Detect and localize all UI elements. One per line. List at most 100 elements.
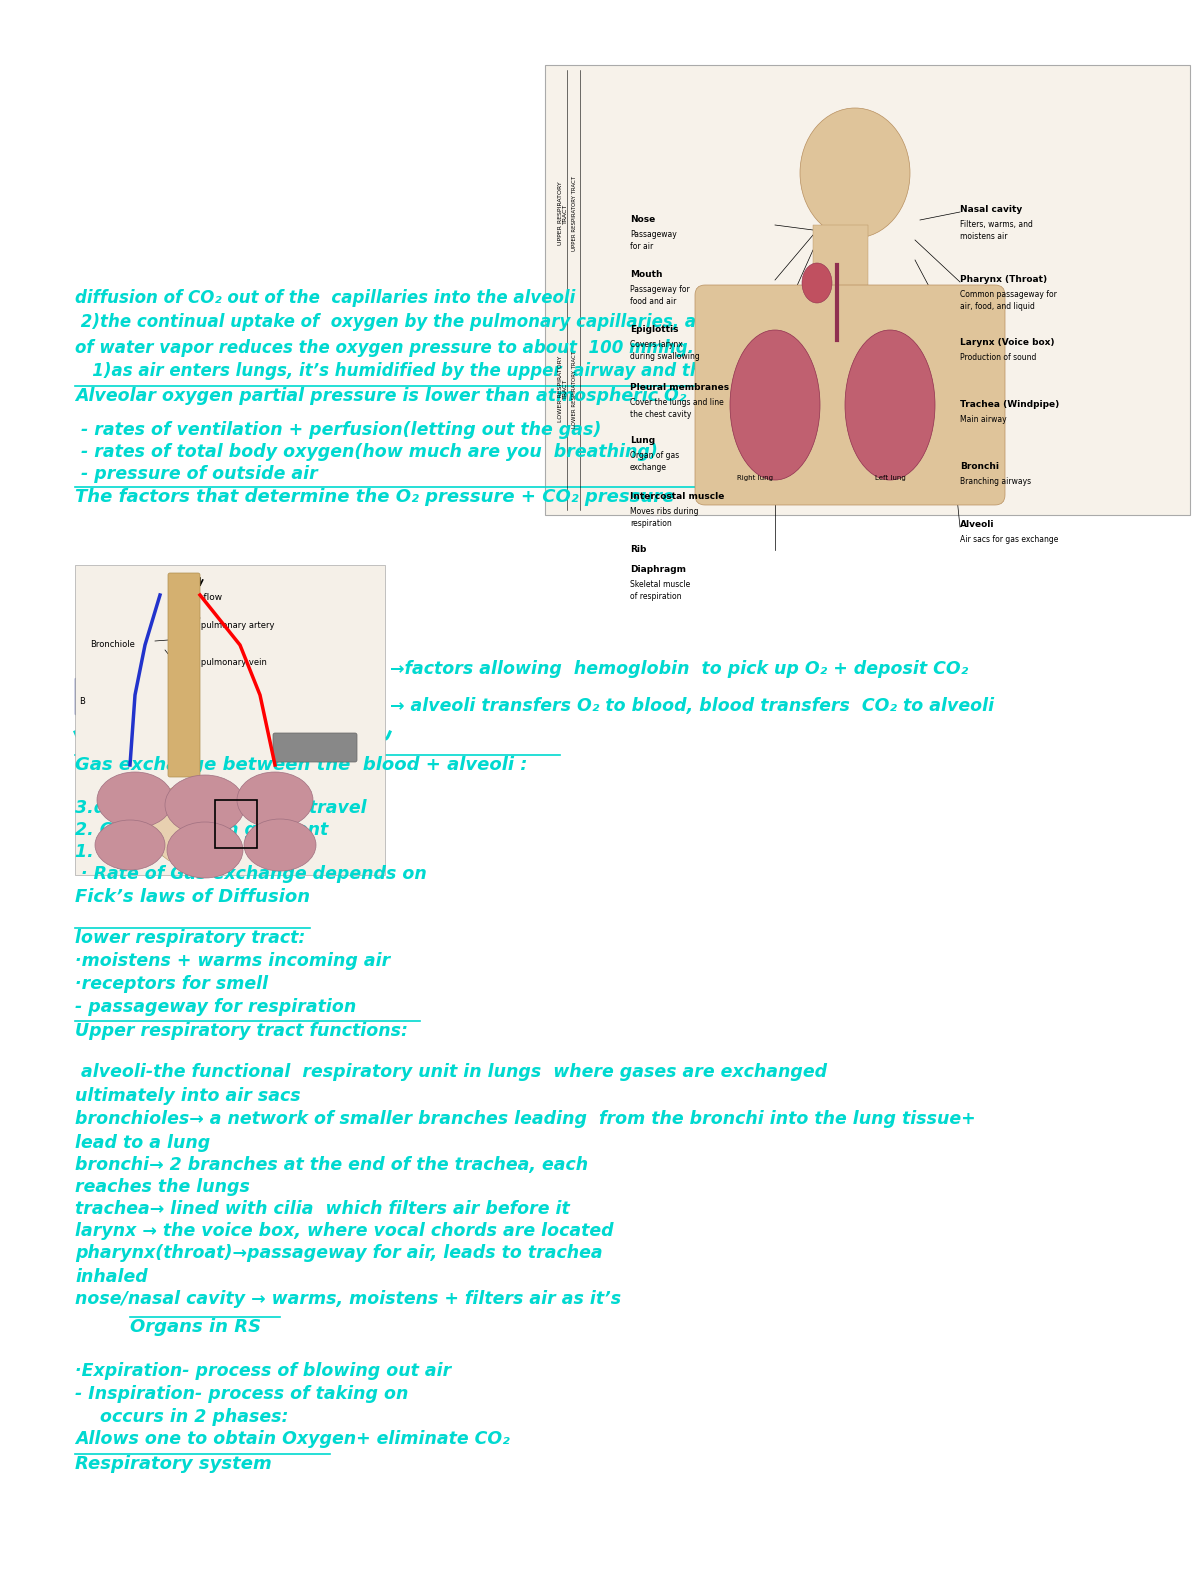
Ellipse shape	[97, 771, 173, 828]
Text: exchange: exchange	[630, 463, 667, 471]
Text: Air sacs for gas exchange: Air sacs for gas exchange	[960, 536, 1058, 544]
Text: - rates of total body oxygen(how much are you  breathing): - rates of total body oxygen(how much ar…	[74, 443, 658, 460]
Text: LOWER RESPIRATORY TRACT: LOWER RESPIRATORY TRACT	[572, 350, 577, 427]
Ellipse shape	[95, 820, 166, 870]
Text: Alveolar oxygen partial pressure is lower than atmospheric O₂: Alveolar oxygen partial pressure is lowe…	[74, 386, 686, 405]
Text: of respiration: of respiration	[630, 592, 682, 602]
Text: of water vapor reduces the oxygen pressure to about  100 mmhg.: of water vapor reduces the oxygen pressu…	[74, 339, 694, 357]
Text: the chest cavity: the chest cavity	[630, 410, 691, 419]
Text: inhaled: inhaled	[74, 1268, 148, 1287]
Ellipse shape	[730, 330, 820, 481]
Text: during swallowing: during swallowing	[630, 352, 700, 361]
Text: food and air: food and air	[630, 297, 677, 306]
Text: Production of sound: Production of sound	[960, 353, 1037, 361]
Text: Passageway for: Passageway for	[630, 284, 690, 294]
Text: trachea→ lined with cilia  which filters air before it: trachea→ lined with cilia which filters …	[74, 1200, 570, 1218]
Text: LOWER RESPIRATORY
TRACT: LOWER RESPIRATORY TRACT	[558, 355, 569, 423]
Text: Lung: Lung	[630, 437, 655, 445]
Text: → alveoli transfers O₂ to blood, blood transfers  CO₂ to alveoli: → alveoli transfers O₂ to blood, blood t…	[390, 698, 994, 715]
Text: (a): (a)	[115, 858, 131, 869]
Text: for air: for air	[630, 242, 653, 251]
Text: UPPER RESPIRATORY TRACT: UPPER RESPIRATORY TRACT	[572, 176, 577, 251]
Text: Fick’s laws of Diffusion: Fick’s laws of Diffusion	[74, 888, 310, 906]
Text: ·moistens + warms incoming air: ·moistens + warms incoming air	[74, 952, 390, 969]
Text: Alveoli: Alveoli	[960, 520, 995, 529]
Bar	[215, 800, 257, 848]
Text: Gas exchange between the  blood + alveoli :: Gas exchange between the blood + alveoli…	[74, 756, 528, 775]
FancyBboxPatch shape	[274, 734, 358, 762]
Text: ·Expiration- process of blowing out air: ·Expiration- process of blowing out air	[74, 1362, 451, 1379]
Text: Allows one to obtain Oxygen+ eliminate CO₂: Allows one to obtain Oxygen+ eliminate C…	[74, 1430, 510, 1448]
Bar	[814, 225, 868, 305]
Text: respiration: respiration	[630, 518, 672, 528]
Ellipse shape	[800, 108, 910, 237]
Text: The factors that determine the O₂ pressure + CO₂ pressure: The factors that determine the O₂ pressu…	[74, 489, 674, 506]
FancyBboxPatch shape	[695, 284, 1006, 504]
Text: lower respiratory tract:: lower respiratory tract:	[74, 928, 305, 947]
Text: Nasal cavity: Nasal cavity	[960, 204, 1022, 214]
Text: Branching airways: Branching airways	[960, 478, 1031, 485]
Text: 1. surface area: 1. surface area	[74, 844, 222, 861]
Text: Larynx (Voice box): Larynx (Voice box)	[960, 338, 1055, 347]
Ellipse shape	[167, 822, 242, 878]
Text: pharynx(throat)→passageway for air, leads to trachea: pharynx(throat)→passageway for air, lead…	[74, 1244, 602, 1262]
Text: Organ of gas: Organ of gas	[630, 451, 679, 460]
Text: - Inspiration- process of taking on: - Inspiration- process of taking on	[74, 1386, 408, 1403]
Text: Cover the lungs and line: Cover the lungs and line	[630, 397, 724, 407]
Text: Pharynx (Throat): Pharynx (Throat)	[960, 275, 1048, 284]
Text: reaches the lungs: reaches the lungs	[74, 1178, 250, 1196]
Text: →factors allowing  hemoglobin  to pick up O₂ + deposit CO₂: →factors allowing hemoglobin to pick up …	[390, 660, 968, 679]
Text: occurs in 2 phases:: occurs in 2 phases:	[100, 1408, 288, 1426]
Text: alveoli-the functional  respiratory unit in lungs  where gases are exchanged: alveoli-the functional respiratory unit …	[74, 1064, 827, 1081]
Text: diffusion of CO₂ out of the  capillaries into the alveoli: diffusion of CO₂ out of the capillaries …	[74, 289, 575, 306]
Text: 2)the continual uptake of  oxygen by the pulmonary capillaries, and the continua: 2)the continual uptake of oxygen by the …	[74, 313, 850, 331]
Ellipse shape	[238, 771, 313, 828]
Text: air, food, and liquid: air, food, and liquid	[960, 302, 1034, 311]
FancyBboxPatch shape	[168, 573, 200, 778]
Text: UPPER RESPIRATORY
TRACT: UPPER RESPIRATORY TRACT	[558, 182, 569, 245]
Text: - pressure of outside air: - pressure of outside air	[74, 465, 318, 482]
Text: lead to a lung: lead to a lung	[74, 1134, 210, 1152]
Text: · Rate of Gas exchange depends on: · Rate of Gas exchange depends on	[74, 866, 427, 883]
Bar	[94, 679, 107, 713]
Text: Small pulmonary vein: Small pulmonary vein	[175, 658, 266, 668]
Text: bronchioles→ a network of smaller branches leading  from the bronchi into the lu: bronchioles→ a network of smaller branch…	[74, 1111, 976, 1128]
Text: Mouth: Mouth	[630, 270, 662, 280]
Ellipse shape	[244, 818, 316, 870]
Text: ultimately into air sacs: ultimately into air sacs	[74, 1087, 301, 1104]
Text: B: B	[79, 698, 85, 705]
Text: Epiglottis: Epiglottis	[630, 325, 678, 335]
Text: moistens air: moistens air	[960, 233, 1008, 240]
Text: Diaphragm: Diaphragm	[630, 566, 686, 573]
Ellipse shape	[802, 262, 832, 303]
Text: 3.distance the air must travel: 3.distance the air must travel	[74, 800, 367, 817]
Text: Bronchi: Bronchi	[960, 462, 998, 471]
Text: Intercostal muscle: Intercostal muscle	[630, 492, 725, 501]
Bar	[545, 64, 1190, 515]
Text: Upper respiratory tract functions:: Upper respiratory tract functions:	[74, 1023, 408, 1040]
Text: Nose: Nose	[630, 215, 655, 225]
Text: ·receptors for smell: ·receptors for smell	[74, 976, 268, 993]
Text: larynx → the voice box, where vocal chords are located: larynx → the voice box, where vocal chor…	[74, 1222, 613, 1240]
Text: - rates of ventilation + perfusion(letting out the gas): - rates of ventilation + perfusion(letti…	[74, 421, 601, 438]
Text: Pleural membranes: Pleural membranes	[630, 383, 730, 393]
Text: - passageway for respiration: - passageway for respiration	[74, 998, 356, 1016]
Text: Respiratory system: Respiratory system	[74, 1455, 271, 1474]
Text: Blood flow: Blood flow	[175, 592, 222, 602]
Text: 2. Concentration gradient: 2. Concentration gradient	[74, 822, 329, 839]
Text: bronchi→ 2 branches at the end of the trachea, each: bronchi→ 2 branches at the end of the tr…	[74, 1156, 588, 1174]
Ellipse shape	[150, 786, 220, 866]
Text: Filters, warms, and: Filters, warms, and	[960, 220, 1033, 229]
Bar	[74, 566, 385, 875]
Text: Passageway: Passageway	[630, 229, 677, 239]
Text: Main airway: Main airway	[960, 415, 1007, 424]
Text: nose/nasal cavity → warms, moistens + filters air as it’s: nose/nasal cavity → warms, moistens + fi…	[74, 1290, 622, 1309]
Text: Moves ribs during: Moves ribs during	[630, 507, 698, 515]
Ellipse shape	[166, 775, 245, 836]
Text: Bronchiole: Bronchiole	[90, 639, 134, 649]
Bar	[74, 679, 89, 713]
Text: Right lung: Right lung	[737, 474, 773, 481]
Text: Rib: Rib	[630, 545, 647, 555]
Text: Left lung: Left lung	[875, 474, 905, 481]
Text: Covers larynx: Covers larynx	[630, 339, 683, 349]
